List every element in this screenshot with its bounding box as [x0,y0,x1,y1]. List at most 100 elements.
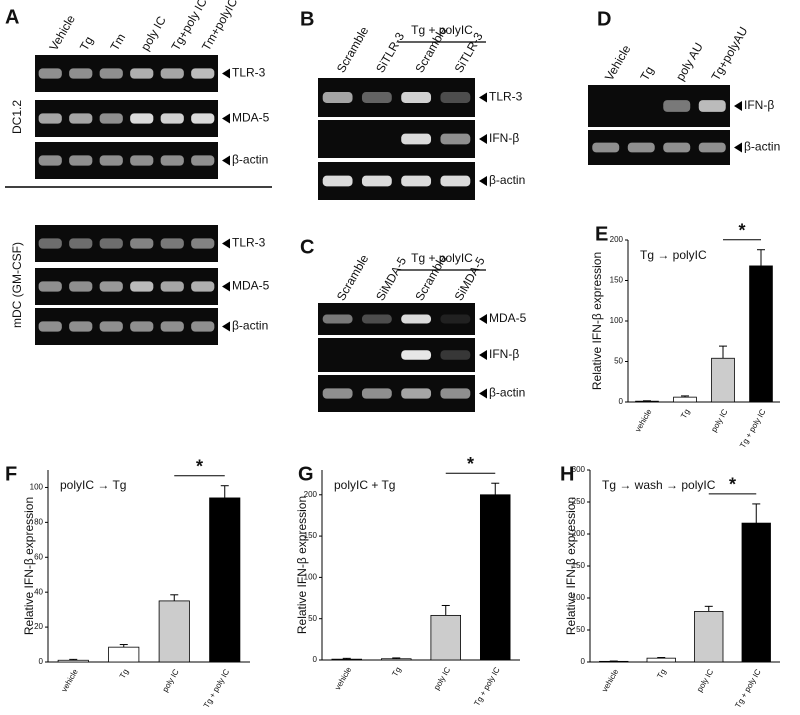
panel-label: G [298,463,314,485]
gel-row [35,142,218,179]
x-tick-label: vehicle [600,667,621,694]
band [440,92,471,103]
band [130,321,154,332]
row-label: TLR-3 [489,90,523,104]
bar [158,600,190,663]
band [99,113,123,124]
band [440,388,471,399]
y-tick-label: 60 [34,552,43,561]
y-axis-label: Relative IFN-β expression [590,252,604,390]
band [38,321,62,332]
gel-row [35,268,218,305]
arrow [479,92,487,103]
band [99,155,123,166]
row-label: IFN-β [744,98,774,112]
bracket-label: Tg + polyIC [411,23,473,37]
significance-mark: * [196,456,203,476]
row-label: β-actin [489,173,525,187]
band [698,142,726,153]
band [322,175,353,187]
band [38,68,62,79]
x-tick-label: Tg [118,668,130,681]
band [130,113,154,124]
lane-label: Tm [107,31,128,53]
arrow [479,134,487,144]
y-tick-label: 100 [304,573,318,582]
x-tick-label: Tg + poly IC [472,665,502,707]
band [191,281,215,292]
arrow [734,101,742,111]
x-tick-label: Tg + poly IC [738,407,768,449]
panel-label: H [560,463,574,485]
gel-row [318,338,475,372]
y-tick-label: 150 [610,276,624,285]
band [322,314,353,324]
group-label: DC1.2 [10,100,24,134]
band [38,155,62,166]
chart-title: Tg → polyIC [640,248,707,262]
band [361,314,392,324]
band [160,281,184,292]
y-tick-label: 20 [34,622,43,631]
panel-label: A [5,6,19,28]
band [160,238,184,249]
band [38,113,62,124]
bar [741,522,771,663]
arrow [222,68,230,79]
lane-label: Tg [637,64,656,83]
band [440,350,471,360]
band [627,142,655,153]
y-tick-label: 200 [610,235,624,244]
band [191,238,215,249]
x-tick-label: vehicle [60,667,81,694]
row-label: TLR-3 [232,66,266,80]
y-tick-label: 0 [619,397,624,406]
gel-row [318,303,475,335]
band [191,113,215,124]
band [663,100,691,112]
x-tick-label: Tg [655,668,667,681]
gel-row [35,225,218,262]
lane-label: SiTLR-3 [373,30,407,75]
lane-label: SiMDA-5 [373,254,409,303]
band [99,321,123,332]
band [322,92,353,103]
row-label: MDA-5 [489,311,527,325]
lane-label: Tg [77,34,96,53]
band [191,321,215,332]
bar [635,400,659,403]
row-label: TLR-3 [232,236,266,250]
row-label: β-actin [232,319,268,333]
arrow [222,238,230,249]
y-tick-label: 0 [313,655,318,664]
panel-label: C [300,236,314,258]
lane-label: Scramble [334,252,372,303]
arrow [222,281,230,292]
y-tick-label: 300 [572,465,586,474]
y-tick-label: 100 [572,593,586,602]
x-tick-label: Tg [390,666,402,679]
group-label: mDC (GM-CSF) [10,242,24,328]
row-label: MDA-5 [232,111,270,125]
band [69,281,93,292]
band [663,142,691,153]
row-label: IFN-β [489,131,519,145]
band [698,100,726,112]
significance-mark: * [738,220,745,240]
panel-label: D [597,8,611,30]
band [130,238,154,249]
x-tick-label: Tg + poly IC [202,667,232,709]
band [160,155,184,166]
row-label: β-actin [232,153,268,167]
bracket-label: Tg + polyIC [411,251,473,265]
x-tick-label: poly IC [161,667,181,693]
y-tick-label: 40 [34,587,43,596]
band [440,175,471,187]
arrow [479,176,487,186]
bar [57,659,89,663]
bar [646,657,676,663]
band [69,155,93,166]
band [130,68,154,79]
y-tick-label: 80 [34,517,43,526]
band [99,238,123,249]
